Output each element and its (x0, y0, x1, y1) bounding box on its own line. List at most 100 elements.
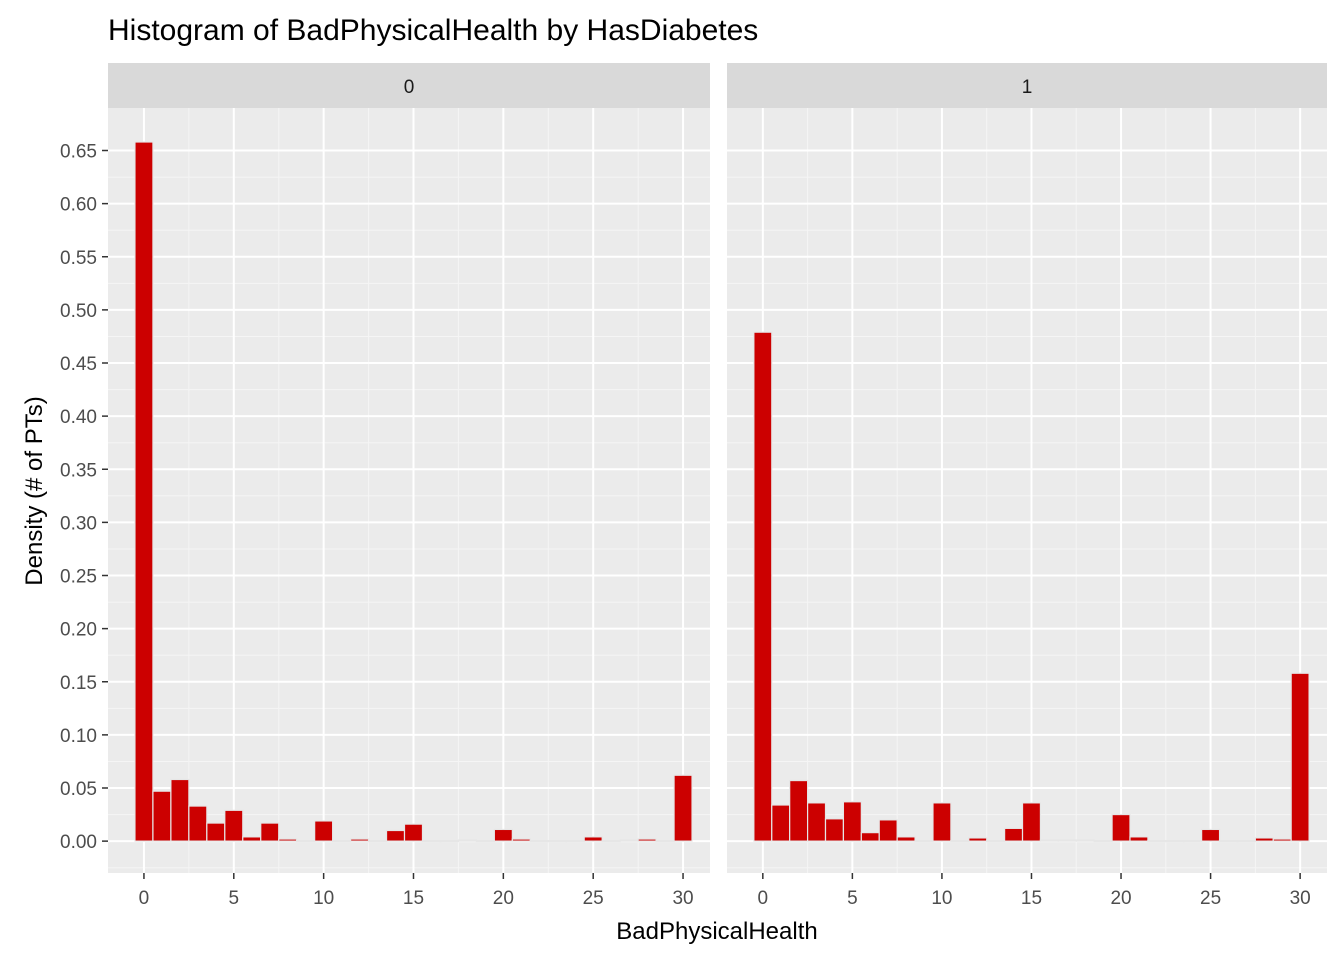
x-tick-label: 10 (931, 888, 952, 909)
histogram-bar (1236, 839, 1256, 843)
histogram-bar (753, 331, 773, 842)
y-tick-label: 0.40 (60, 407, 97, 428)
histogram-bar (206, 822, 226, 842)
histogram-bar (385, 829, 406, 842)
histogram-bar (1093, 839, 1113, 843)
plot-background-0 (108, 108, 710, 873)
histogram-bar (1201, 828, 1221, 842)
histogram-bar (224, 809, 244, 842)
y-tick-label: 0.65 (60, 142, 97, 163)
y-axis-ticks: 0.00 0.05 0.10 0.15 0.20 0.25 0.30 0.35 0.40 0.45… (60, 142, 108, 853)
plot-background-1 (727, 108, 1327, 873)
histogram-bar (296, 839, 316, 843)
y-tick-label: 0.45 (60, 354, 97, 375)
histogram-bar (457, 839, 477, 842)
bars-1 (753, 331, 1310, 843)
histogram-bar (134, 141, 154, 842)
histogram-bar (986, 839, 1006, 843)
y-tick-label: 0.35 (60, 460, 97, 481)
y-tick-label: 0.00 (60, 832, 97, 853)
histogram-bar (824, 818, 845, 842)
y-tick-label: 0.60 (60, 195, 97, 216)
histogram-bar (1272, 838, 1292, 842)
histogram-bar (1147, 839, 1167, 843)
x-tick-label: 5 (847, 888, 858, 909)
histogram-bar (789, 779, 809, 842)
histogram-bar (152, 790, 172, 842)
facet-panel-0: 0 0 5 10 15 20 25 30 (108, 63, 710, 909)
histogram-bar (565, 839, 585, 843)
histogram-bar (493, 828, 513, 842)
histogram-bar (655, 839, 675, 843)
histogram-bar (1218, 839, 1239, 843)
histogram-bar (842, 801, 862, 842)
histogram-bar (1254, 837, 1274, 842)
histogram-bar (511, 838, 531, 842)
x-tick-label: 25 (583, 888, 604, 909)
histogram-bar (278, 838, 298, 842)
histogram-bar (771, 804, 791, 842)
histogram-bar (170, 778, 190, 842)
histogram-bar (637, 838, 657, 842)
histogram-bar (673, 774, 693, 842)
y-tick-label: 0.30 (60, 513, 97, 534)
histogram-bar (914, 839, 934, 843)
y-tick-label: 0.50 (60, 301, 97, 322)
histogram-bar (1129, 836, 1149, 842)
histogram-bar (367, 839, 388, 843)
histogram-bar (529, 839, 549, 843)
histogram-bar (806, 802, 827, 842)
x-axis-ticks-1: 0 5 10 15 20 25 30 (758, 873, 1311, 909)
histogram-bar (475, 839, 495, 843)
facet-strip-1 (727, 63, 1327, 108)
histogram-bar (932, 802, 952, 842)
x-tick-label: 0 (139, 888, 150, 909)
histogram-bar (878, 819, 898, 842)
histogram-bar (1057, 839, 1077, 842)
histogram-bar (1039, 839, 1059, 842)
histogram-bar (1004, 827, 1024, 842)
x-tick-label: 30 (672, 888, 693, 909)
histogram-bar (1183, 839, 1203, 843)
histogram-bar (896, 836, 916, 842)
histogram-bar (950, 839, 970, 843)
x-tick-label: 25 (1200, 888, 1221, 909)
x-tick-label: 0 (758, 888, 769, 909)
bars-0 (134, 141, 693, 843)
histogram-bar (260, 822, 280, 842)
histogram-bar (439, 839, 460, 843)
histogram-bar (403, 823, 424, 842)
histogram-bar (314, 820, 334, 842)
histogram-bar (619, 839, 639, 842)
x-tick-label: 20 (493, 888, 514, 909)
x-axis-ticks-0: 0 5 10 15 20 25 30 (139, 873, 694, 909)
histogram-bar (1075, 839, 1095, 842)
histogram-bar (421, 839, 442, 843)
x-tick-label: 15 (1021, 888, 1042, 909)
histogram-bar (188, 805, 208, 842)
x-tick-label: 30 (1290, 888, 1311, 909)
facet-panel-1: 1 0 5 10 15 20 25 30 (727, 63, 1327, 909)
x-tick-label: 20 (1110, 888, 1131, 909)
histogram-bar (1111, 813, 1131, 842)
facet-strip-label-0: 0 (404, 77, 415, 98)
x-tick-label: 5 (229, 888, 240, 909)
histogram-bar (349, 838, 370, 842)
histogram-bar (968, 837, 988, 842)
y-tick-label: 0.55 (60, 248, 97, 269)
x-axis-title: BadPhysicalHealth (616, 918, 817, 945)
histogram-bar (332, 839, 352, 843)
y-tick-label: 0.10 (60, 726, 97, 747)
y-tick-label: 0.05 (60, 779, 97, 800)
histogram-bar (583, 836, 603, 842)
chart-title: Histogram of BadPhysicalHealth by HasDia… (108, 14, 758, 47)
y-tick-label: 0.15 (60, 673, 97, 694)
histogram-bar (1165, 839, 1185, 843)
y-axis-title: Density (# of PTs) (21, 396, 48, 585)
x-tick-label: 10 (313, 888, 334, 909)
histogram-bar (601, 839, 621, 843)
histogram-bar (1290, 672, 1310, 842)
facet-strip-0 (108, 63, 710, 108)
y-tick-label: 0.25 (60, 567, 97, 588)
